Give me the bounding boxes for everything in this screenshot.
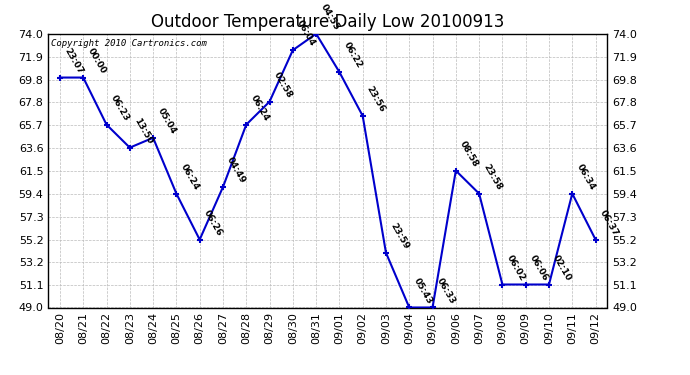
Title: Outdoor Temperature Daily Low 20100913: Outdoor Temperature Daily Low 20100913 — [151, 13, 504, 31]
Text: 06:22: 06:22 — [342, 41, 364, 70]
Text: 06:24: 06:24 — [179, 162, 201, 191]
Text: 02:58: 02:58 — [272, 70, 294, 99]
Text: 06:06: 06:06 — [528, 253, 550, 282]
Text: 23:59: 23:59 — [388, 221, 411, 251]
Text: 23:58: 23:58 — [482, 162, 504, 191]
Text: 05:43: 05:43 — [411, 276, 434, 305]
Text: Copyright 2010 Cartronics.com: Copyright 2010 Cartronics.com — [51, 39, 207, 48]
Text: 04:55: 04:55 — [319, 2, 341, 32]
Text: 06:23: 06:23 — [109, 93, 131, 123]
Text: 06:02: 06:02 — [505, 253, 526, 282]
Text: 05:04: 05:04 — [155, 106, 177, 136]
Text: 00:00: 00:00 — [86, 46, 108, 75]
Text: 06:34: 06:34 — [575, 162, 597, 191]
Text: 08:58: 08:58 — [458, 139, 480, 168]
Text: 23:07: 23:07 — [62, 46, 84, 75]
Text: 13:50: 13:50 — [132, 116, 154, 146]
Text: 06:33: 06:33 — [435, 276, 457, 305]
Text: 06:26: 06:26 — [202, 208, 224, 237]
Text: 04:49: 04:49 — [226, 155, 248, 185]
Text: 06:37: 06:37 — [598, 208, 620, 237]
Text: 02:10: 02:10 — [551, 253, 573, 282]
Text: 06:24: 06:24 — [248, 93, 270, 123]
Text: 06:04: 06:04 — [295, 19, 317, 48]
Text: 23:56: 23:56 — [365, 84, 387, 114]
